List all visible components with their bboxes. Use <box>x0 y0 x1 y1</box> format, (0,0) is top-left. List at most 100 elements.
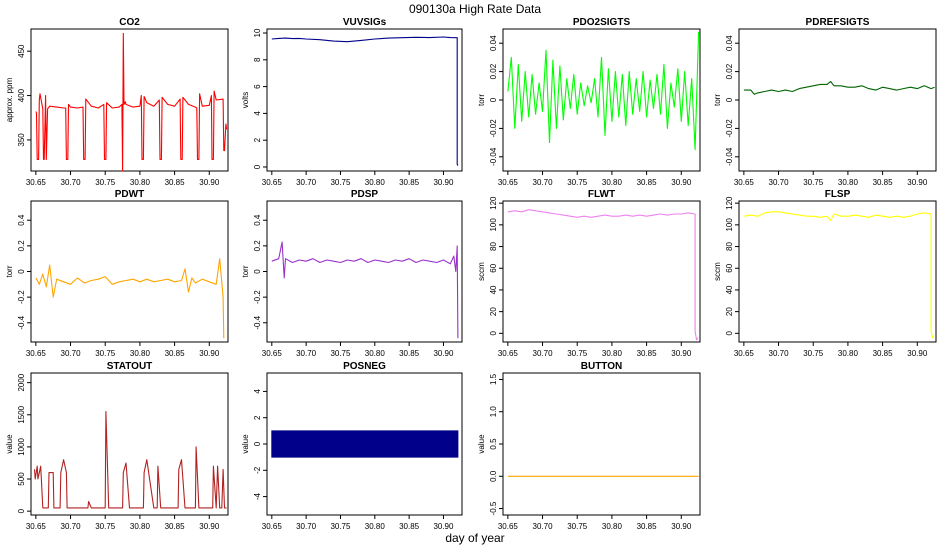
y-tick-label: 6 <box>253 84 262 89</box>
x-tick-label: 30.75 <box>567 522 588 531</box>
panel-title: STATOUT <box>107 361 153 372</box>
x-tick-label: 30.65 <box>498 522 519 531</box>
panel-pdo2sigts: PDO2SIGTS 30.65 30.70 30.75 30.80 30.85 30.90 -… <box>477 17 701 187</box>
plot-frame <box>30 200 229 343</box>
y-axis-label: sccm <box>477 262 486 281</box>
x-tick-label: 30.75 <box>330 349 351 358</box>
x-tick-label: 30.80 <box>365 522 386 531</box>
y-tick-label: -0.04 <box>725 147 734 166</box>
y-tick-label: 450 <box>17 44 26 58</box>
y-tick-label: 20 <box>489 307 498 316</box>
y-tick-label: 60 <box>489 263 498 272</box>
x-tick-label: 30.80 <box>602 522 623 531</box>
x-tick-label: 30.75 <box>803 178 824 187</box>
y-tick-label: 0 <box>725 331 734 336</box>
x-tick-label: 30.65 <box>26 349 47 358</box>
panel-pdsp: PDSP 30.65 30.70 30.75 30.80 30.85 30.90 -0.4 -0… <box>241 189 463 358</box>
x-tick-label: 30.85 <box>873 349 894 358</box>
series-line <box>35 258 225 339</box>
panel-title: PDO2SIGTS <box>573 17 631 28</box>
y-axis-label: value <box>5 434 14 454</box>
y-tick-label: 120 <box>489 196 498 210</box>
y-tick-label: -2 <box>253 466 262 474</box>
x-tick-label: 30.85 <box>165 178 186 187</box>
x-tick-label: 30.85 <box>165 349 186 358</box>
plot-frame <box>502 200 701 343</box>
y-tick-label: -0.5 <box>489 501 498 515</box>
y-tick-label: 100 <box>725 218 734 232</box>
x-tick-label: 30.70 <box>61 349 82 358</box>
x-tick-label: 30.90 <box>199 349 220 358</box>
x-tick-label: 30.75 <box>567 178 588 187</box>
series-line <box>271 241 459 339</box>
x-tick-label: 30.65 <box>734 178 755 187</box>
x-tick-label: 30.70 <box>296 178 317 187</box>
plot-frame <box>266 28 463 172</box>
series-line <box>33 411 227 509</box>
y-tick-label: 1.0 <box>489 406 498 418</box>
plot-frame <box>266 200 463 343</box>
x-tick-label: 30.80 <box>130 349 151 358</box>
y-axis-label: value <box>241 434 250 454</box>
x-tick-label: 30.80 <box>602 178 623 187</box>
x-tick-label: 30.65 <box>262 349 283 358</box>
panel-flwt: FLWT 30.65 30.70 30.75 30.80 30.85 30.90 0 20 40 6… <box>477 189 701 358</box>
x-tick-label: 30.80 <box>365 349 386 358</box>
y-tick-label: 0 <box>253 441 262 446</box>
x-tick-label: 30.85 <box>637 522 658 531</box>
y-tick-label: 100 <box>489 218 498 232</box>
y-tick-label: -0.02 <box>725 119 734 138</box>
plot-frame <box>30 28 229 172</box>
panel-posneg: POSNEG 30.65 30.70 30.75 30.80 30.85 30.90 -4 -2… <box>241 361 463 531</box>
x-tick-label: 30.65 <box>26 522 47 531</box>
x-tick-label: 30.90 <box>671 349 692 358</box>
x-tick-label: 30.70 <box>533 522 554 531</box>
y-tick-label: 350 <box>17 133 26 147</box>
x-tick-label: 30.75 <box>95 178 116 187</box>
y-tick-label: 2 <box>253 415 262 420</box>
x-tick-label: 30.90 <box>199 522 220 531</box>
x-tick-label: 30.85 <box>873 178 894 187</box>
y-tick-label: -4 <box>253 492 262 500</box>
series-line <box>743 80 935 95</box>
x-tick-label: 30.90 <box>671 522 692 531</box>
y-tick-label: 1.5 <box>489 373 498 385</box>
panel-statout: STATOUT 30.65 30.70 30.75 30.80 30.85 30.90 0 50… <box>5 361 229 531</box>
y-tick-label: -0.2 <box>17 290 26 304</box>
y-axis-label: volts <box>241 92 250 108</box>
x-tick-label: 30.70 <box>61 522 82 531</box>
y-tick-label: 20 <box>725 307 734 316</box>
y-tick-label: 0.04 <box>725 35 734 51</box>
figure-xlabel: day of year <box>445 531 505 545</box>
y-tick-label: 0 <box>489 97 498 102</box>
y-axis-label: value <box>477 434 486 454</box>
x-tick-label: 30.70 <box>533 349 554 358</box>
y-tick-label: 0.04 <box>489 35 498 51</box>
panel-title: FLSP <box>825 189 851 200</box>
x-tick-label: 30.80 <box>602 349 623 358</box>
y-tick-label: -0.2 <box>253 290 262 304</box>
plot-frame <box>502 28 701 172</box>
x-tick-label: 30.90 <box>199 178 220 187</box>
x-tick-label: 30.80 <box>838 349 859 358</box>
y-tick-label: 0.4 <box>17 214 26 226</box>
series-area <box>271 430 459 458</box>
x-tick-label: 30.85 <box>165 522 186 531</box>
x-tick-label: 30.75 <box>567 349 588 358</box>
y-tick-label: 2 <box>253 137 262 142</box>
y-tick-label: 0.02 <box>489 63 498 79</box>
x-tick-label: 30.80 <box>130 522 151 531</box>
x-tick-label: 30.65 <box>498 349 519 358</box>
y-tick-label: 0.2 <box>17 240 26 252</box>
panel-title: CO2 <box>119 17 140 28</box>
panel-button: BUTTON 30.65 30.70 30.75 30.80 30.85 30.90 -0.5… <box>477 361 701 531</box>
series-line <box>35 32 228 172</box>
y-axis-label: torr <box>477 94 486 106</box>
plot-frame <box>30 372 229 516</box>
plot-frame <box>738 200 937 343</box>
y-tick-label: -0.04 <box>489 147 498 166</box>
x-tick-label: 30.70 <box>296 349 317 358</box>
y-tick-label: 40 <box>725 285 734 294</box>
panel-pdwt: PDWT 30.65 30.70 30.75 30.80 30.85 30.90 -0.4 -0… <box>5 189 229 358</box>
